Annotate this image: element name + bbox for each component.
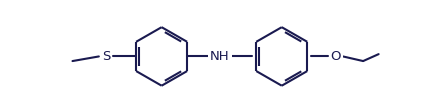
Text: S: S — [102, 50, 110, 63]
Text: O: O — [331, 50, 341, 63]
Text: NH: NH — [210, 50, 230, 63]
